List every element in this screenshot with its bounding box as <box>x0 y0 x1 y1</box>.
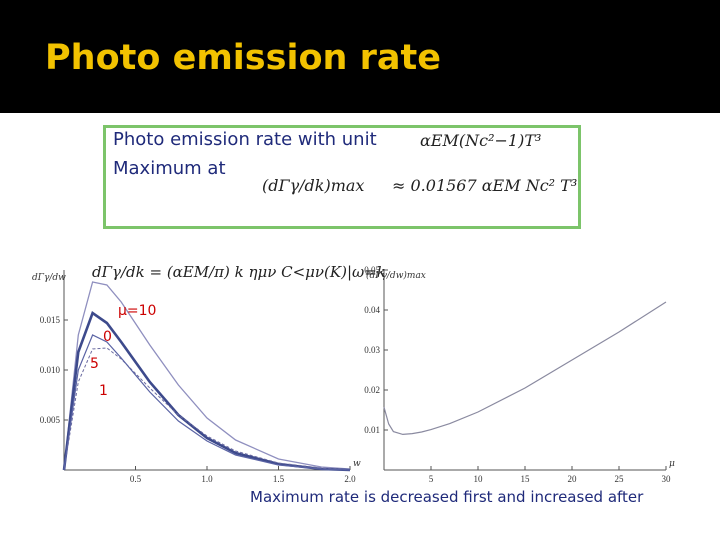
y-tick-label: 0.05 <box>364 265 380 275</box>
max-formula-rhs: ≈ 0.01567 αEM Nc² T³ <box>392 176 578 195</box>
x-tick-label: 10 <box>474 474 484 484</box>
y-tick-label: 0.005 <box>40 415 61 425</box>
chart-right: 5 10 15 20 25 30 0.01 0.02 0.03 0.04 0.05(dΓγ/dw)m… <box>364 265 675 484</box>
series-line-10 <box>63 281 351 471</box>
box-line-maximum: Maximum at <box>113 158 226 179</box>
y-tick-label: 0.010 <box>40 365 61 375</box>
x-tick-label: 1.0 <box>201 474 213 484</box>
x-tick-label: 0.5 <box>130 474 142 484</box>
y-tick-label: 0.03 <box>364 345 380 355</box>
y-tick-label: 0.01 <box>364 425 380 435</box>
mu-label-1: 1 <box>99 383 108 399</box>
box-line-unit: Photo emission rate with unit <box>113 129 377 150</box>
mu-label-10: μ=10 <box>118 303 157 319</box>
y-axis-label: (dΓγ/dw)max <box>366 270 426 281</box>
mu-label-0: 0 <box>103 329 112 345</box>
x-tick-label: 2.0 <box>344 474 356 484</box>
series-line-5 <box>63 347 351 471</box>
y-tick-label: 0.015 <box>40 315 61 325</box>
title-bar <box>0 0 720 113</box>
mu-label-5: 5 <box>90 356 99 372</box>
x-tick-label: 25 <box>615 474 625 484</box>
chart-left: 0.5 1.0 1.5 2.0 0.005 0.010 0.015 dΓγ/dw w <box>32 270 361 484</box>
x-tick-label: 5 <box>429 474 434 484</box>
x-axis-label: w <box>353 459 361 469</box>
x-tick-label: 15 <box>521 474 531 484</box>
unit-formula: αEM(Nc²−1)T³ <box>420 131 542 150</box>
series-line-0 <box>62 310 351 472</box>
series-line-s0 <box>383 301 667 436</box>
y-tick-label: 0.04 <box>364 305 380 315</box>
slide-title: Photo emission rate <box>45 38 441 78</box>
max-formula-lhs: (dΓγ/dk)max <box>262 176 365 195</box>
rate-formula: dΓγ/dk = (αEM/π) k ημν C<μν(K)|ω=k <box>92 263 386 281</box>
x-tick-label: 1.5 <box>273 474 285 484</box>
caption: Maximum rate is decreased first and incr… <box>250 488 644 506</box>
x-tick-label: 20 <box>568 474 578 484</box>
series-line-1 <box>63 334 351 471</box>
y-tick-label: 0.02 <box>364 385 380 395</box>
x-tick-label: 30 <box>662 474 672 484</box>
y-axis-label: dΓγ/dw <box>32 273 66 283</box>
info-box <box>103 125 581 229</box>
x-axis-label: μ <box>669 459 675 469</box>
